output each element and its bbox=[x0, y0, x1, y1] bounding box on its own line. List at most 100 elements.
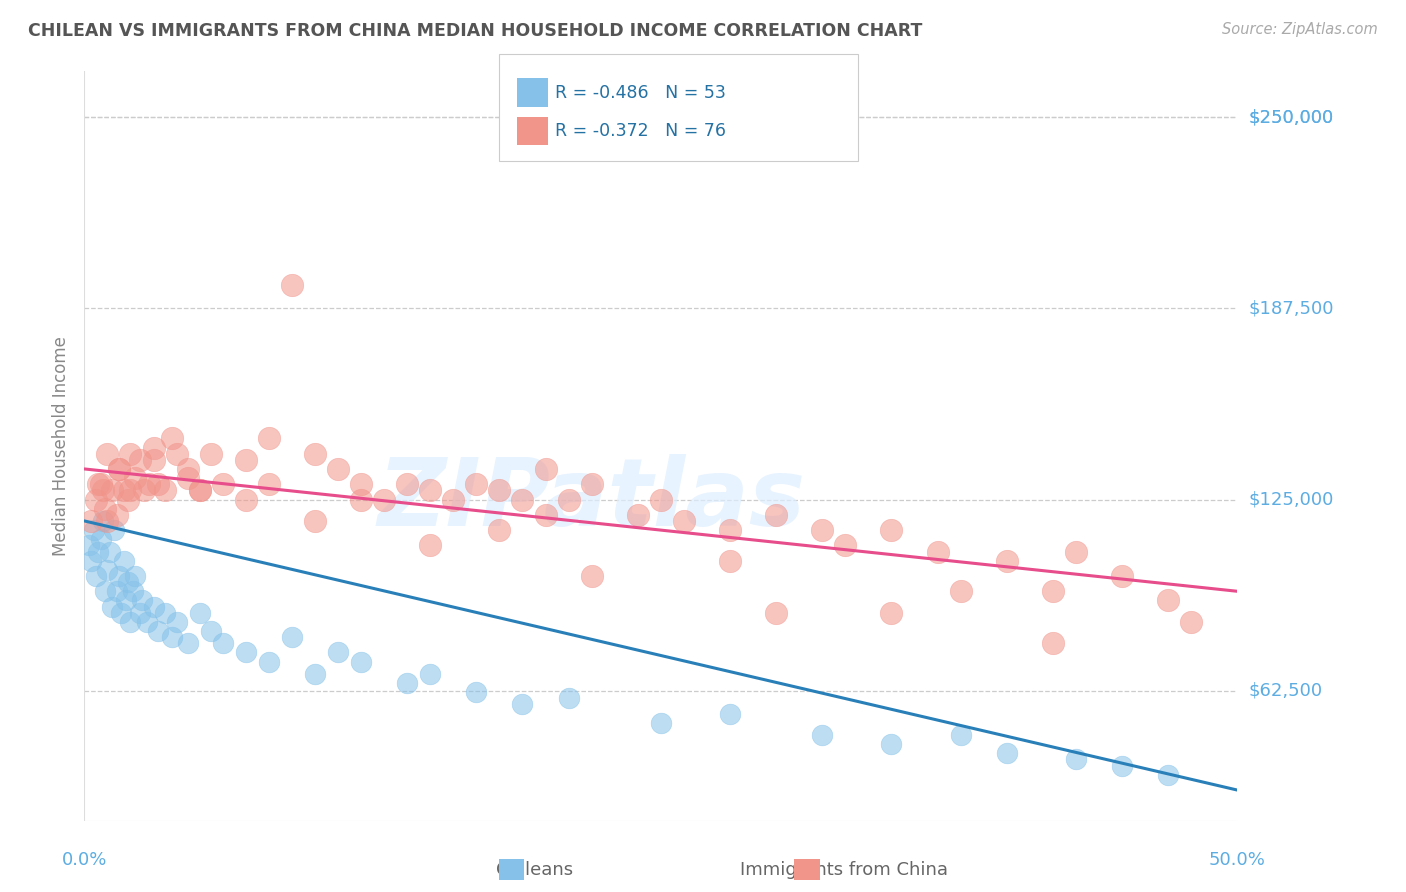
Text: Source: ZipAtlas.com: Source: ZipAtlas.com bbox=[1222, 22, 1378, 37]
Point bbox=[103, 523, 125, 537]
Point bbox=[211, 636, 233, 650]
Point bbox=[105, 584, 128, 599]
Point bbox=[557, 691, 579, 706]
Point bbox=[927, 544, 949, 558]
Point bbox=[235, 645, 257, 659]
Point bbox=[142, 599, 165, 614]
Point bbox=[811, 523, 834, 537]
Point bbox=[304, 666, 326, 681]
Point bbox=[80, 554, 103, 568]
Point bbox=[120, 447, 142, 461]
Point bbox=[80, 514, 103, 528]
Point bbox=[350, 492, 373, 507]
Point bbox=[995, 747, 1018, 761]
Point bbox=[108, 462, 131, 476]
Point bbox=[112, 554, 135, 568]
Point bbox=[84, 569, 107, 583]
Text: ZIPatlas: ZIPatlas bbox=[378, 453, 806, 546]
Point bbox=[488, 483, 510, 498]
Point bbox=[281, 278, 304, 293]
Text: $250,000: $250,000 bbox=[1249, 108, 1334, 127]
Point bbox=[91, 514, 114, 528]
Point bbox=[166, 447, 188, 461]
Point bbox=[200, 624, 222, 638]
Point bbox=[396, 676, 419, 690]
Point bbox=[765, 606, 787, 620]
Point bbox=[1180, 615, 1202, 629]
Text: CHILEAN VS IMMIGRANTS FROM CHINA MEDIAN HOUSEHOLD INCOME CORRELATION CHART: CHILEAN VS IMMIGRANTS FROM CHINA MEDIAN … bbox=[28, 22, 922, 40]
Point bbox=[128, 606, 150, 620]
Point bbox=[124, 471, 146, 485]
Point bbox=[880, 523, 903, 537]
Point bbox=[112, 483, 135, 498]
Point bbox=[465, 477, 488, 491]
Point bbox=[115, 593, 138, 607]
Point bbox=[373, 492, 395, 507]
Point bbox=[281, 630, 304, 644]
Point bbox=[153, 483, 176, 498]
Point bbox=[1042, 584, 1064, 599]
Point bbox=[419, 666, 441, 681]
Point bbox=[441, 492, 464, 507]
Point bbox=[718, 706, 741, 721]
Point bbox=[672, 514, 695, 528]
Point bbox=[235, 492, 257, 507]
Point bbox=[1111, 569, 1133, 583]
Y-axis label: Median Household Income: Median Household Income bbox=[52, 336, 70, 556]
Point bbox=[1157, 768, 1180, 782]
Point bbox=[1111, 758, 1133, 772]
Point bbox=[153, 606, 176, 620]
Point bbox=[135, 615, 157, 629]
Point bbox=[108, 462, 131, 476]
Point bbox=[117, 575, 139, 590]
Point bbox=[1064, 544, 1087, 558]
Point bbox=[124, 569, 146, 583]
Point bbox=[188, 606, 211, 620]
Point bbox=[166, 615, 188, 629]
Point bbox=[880, 737, 903, 751]
Point bbox=[131, 593, 153, 607]
Point bbox=[188, 483, 211, 498]
Point bbox=[211, 477, 233, 491]
Point bbox=[160, 630, 183, 644]
Point bbox=[512, 698, 534, 712]
Point bbox=[811, 728, 834, 742]
Point bbox=[120, 483, 142, 498]
Point bbox=[1157, 593, 1180, 607]
Point bbox=[84, 492, 107, 507]
Point bbox=[121, 584, 143, 599]
Text: $187,500: $187,500 bbox=[1249, 300, 1334, 318]
Text: $250,000: $250,000 bbox=[1249, 108, 1334, 127]
Point bbox=[101, 599, 124, 614]
Point bbox=[142, 452, 165, 467]
Point bbox=[396, 477, 419, 491]
Point bbox=[1064, 752, 1087, 766]
Point bbox=[650, 492, 672, 507]
Point bbox=[465, 685, 488, 699]
Point bbox=[77, 538, 100, 552]
Point bbox=[512, 492, 534, 507]
Point bbox=[235, 452, 257, 467]
Point bbox=[557, 492, 579, 507]
Point bbox=[718, 554, 741, 568]
Point bbox=[650, 715, 672, 730]
Point bbox=[160, 431, 183, 445]
Point bbox=[94, 584, 117, 599]
Point bbox=[350, 655, 373, 669]
Point bbox=[128, 452, 150, 467]
Point bbox=[117, 492, 139, 507]
Point bbox=[89, 477, 111, 491]
Point bbox=[177, 636, 200, 650]
Point bbox=[142, 441, 165, 455]
Point bbox=[108, 569, 131, 583]
Point bbox=[257, 431, 280, 445]
Point bbox=[96, 447, 118, 461]
Point bbox=[138, 477, 160, 491]
Point bbox=[581, 569, 603, 583]
Point bbox=[146, 477, 169, 491]
Text: Chileans: Chileans bbox=[496, 861, 572, 879]
Point bbox=[94, 501, 117, 516]
Point bbox=[105, 508, 128, 522]
Point bbox=[718, 523, 741, 537]
Point bbox=[304, 514, 326, 528]
